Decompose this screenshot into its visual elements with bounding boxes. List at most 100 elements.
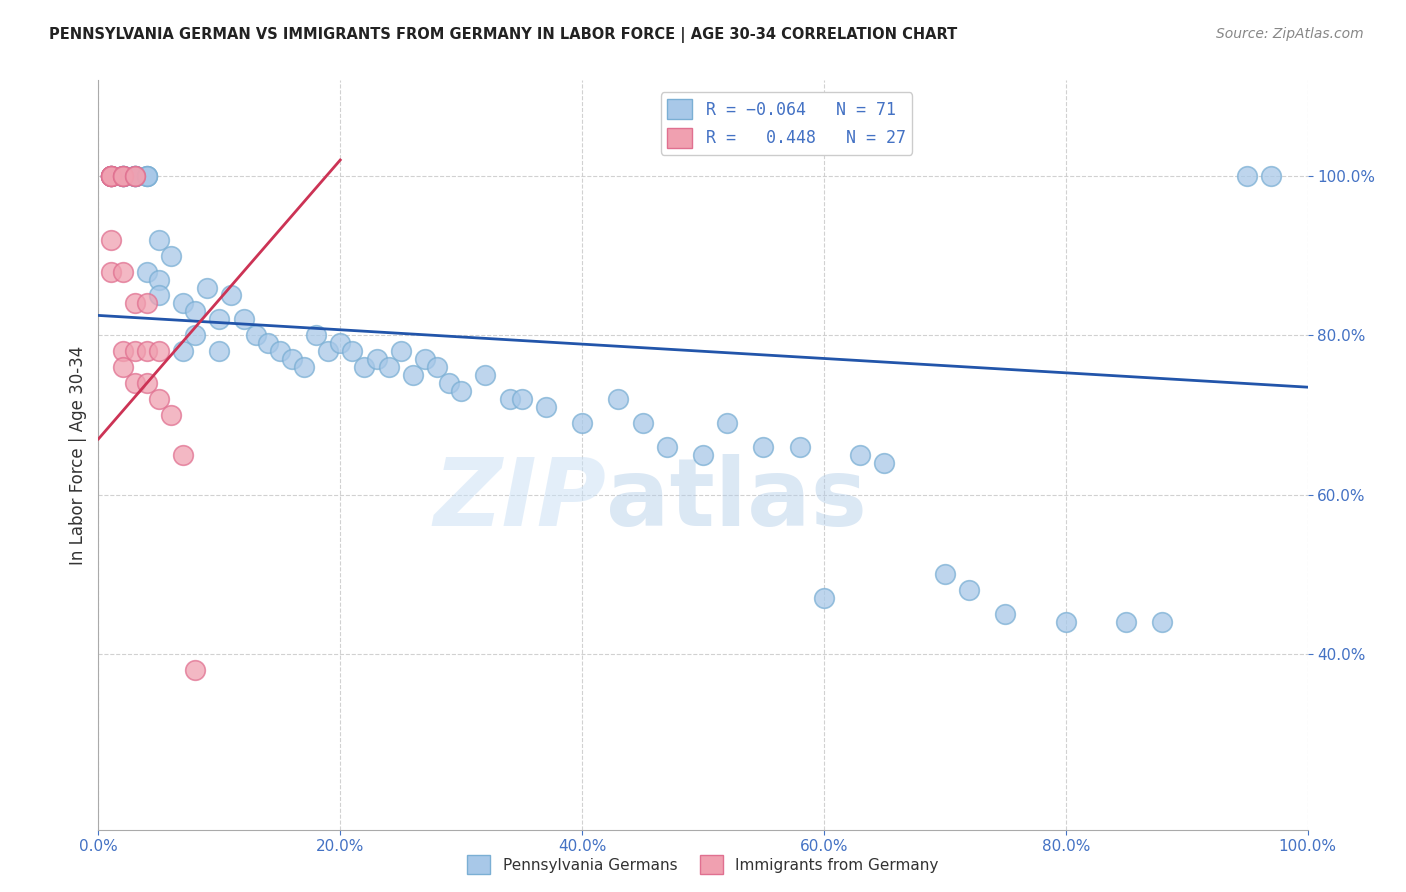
Point (1115, 615, 1137, 630)
Point (100, 233, 122, 247)
Point (111, 169, 134, 183)
Point (100, 169, 122, 183)
Point (100, 169, 122, 183)
Text: atlas: atlas (606, 454, 868, 546)
Point (849, 448, 872, 462)
Point (402, 368, 425, 383)
Point (329, 336, 352, 351)
Point (100, 169, 122, 183)
Point (184, 304, 207, 318)
Point (124, 169, 146, 183)
Point (135, 169, 157, 183)
Point (413, 352, 436, 367)
Point (195, 280, 218, 294)
Point (124, 376, 146, 391)
Point (510, 392, 533, 406)
Y-axis label: In Labor Force | Age 30-34: In Labor Force | Age 30-34 (69, 345, 87, 565)
Point (292, 360, 315, 375)
Point (269, 344, 291, 359)
Point (100, 169, 122, 183)
Point (716, 416, 738, 430)
Point (342, 344, 364, 359)
Point (305, 328, 328, 343)
Point (813, 591, 835, 606)
Point (752, 440, 775, 454)
Point (172, 448, 194, 462)
Point (571, 416, 593, 430)
Point (111, 169, 134, 183)
Point (450, 384, 472, 399)
Point (366, 352, 388, 367)
Point (100, 169, 122, 183)
Point (377, 360, 399, 375)
Point (437, 376, 460, 391)
Point (498, 392, 520, 406)
Point (208, 312, 231, 326)
Point (100, 169, 122, 183)
Point (111, 344, 134, 359)
Point (124, 296, 146, 310)
Point (111, 169, 134, 183)
Legend: R = −0.064   N = 71, R =   0.448   N = 27: R = −0.064 N = 71, R = 0.448 N = 27 (661, 93, 912, 154)
Point (111, 169, 134, 183)
Point (124, 169, 146, 183)
Point (100, 169, 122, 183)
Point (692, 448, 714, 462)
Point (221, 288, 243, 302)
Point (135, 376, 157, 391)
Point (111, 360, 134, 375)
Point (100, 264, 122, 278)
Point (873, 456, 896, 470)
Point (353, 360, 375, 375)
Point (655, 440, 678, 454)
Point (631, 416, 654, 430)
Text: ZIP: ZIP (433, 454, 606, 546)
Point (124, 169, 146, 183)
Point (111, 169, 134, 183)
Legend: Pennsylvania Germans, Immigrants from Germany: Pennsylvania Germans, Immigrants from Ge… (461, 849, 945, 880)
Point (160, 408, 183, 422)
Point (148, 288, 170, 302)
Point (534, 400, 557, 414)
Point (994, 607, 1017, 622)
Point (957, 583, 980, 598)
Point (172, 296, 194, 310)
Point (124, 344, 146, 359)
Point (607, 392, 630, 406)
Point (124, 169, 146, 183)
Point (934, 567, 956, 582)
Point (135, 169, 157, 183)
Point (208, 344, 231, 359)
Point (111, 169, 134, 183)
Point (1260, 169, 1282, 183)
Point (256, 336, 278, 351)
Point (100, 169, 122, 183)
Point (474, 368, 496, 383)
Point (124, 169, 146, 183)
Point (111, 169, 134, 183)
Point (135, 169, 157, 183)
Text: Source: ZipAtlas.com: Source: ZipAtlas.com (1216, 27, 1364, 41)
Point (148, 233, 170, 247)
Point (1236, 169, 1258, 183)
Point (135, 344, 157, 359)
Point (789, 440, 811, 454)
Point (111, 169, 134, 183)
Point (124, 169, 146, 183)
Point (184, 663, 207, 677)
Point (281, 352, 304, 367)
Point (1152, 615, 1174, 630)
Point (111, 264, 134, 278)
Point (1054, 615, 1077, 630)
Point (172, 344, 194, 359)
Point (148, 392, 170, 406)
Point (135, 296, 157, 310)
Text: PENNSYLVANIA GERMAN VS IMMIGRANTS FROM GERMANY IN LABOR FORCE | AGE 30-34 CORREL: PENNSYLVANIA GERMAN VS IMMIGRANTS FROM G… (49, 27, 957, 43)
Point (316, 344, 339, 359)
Point (389, 344, 412, 359)
Point (148, 272, 170, 286)
Point (124, 169, 146, 183)
Point (245, 328, 267, 343)
Point (135, 264, 157, 278)
Point (100, 169, 122, 183)
